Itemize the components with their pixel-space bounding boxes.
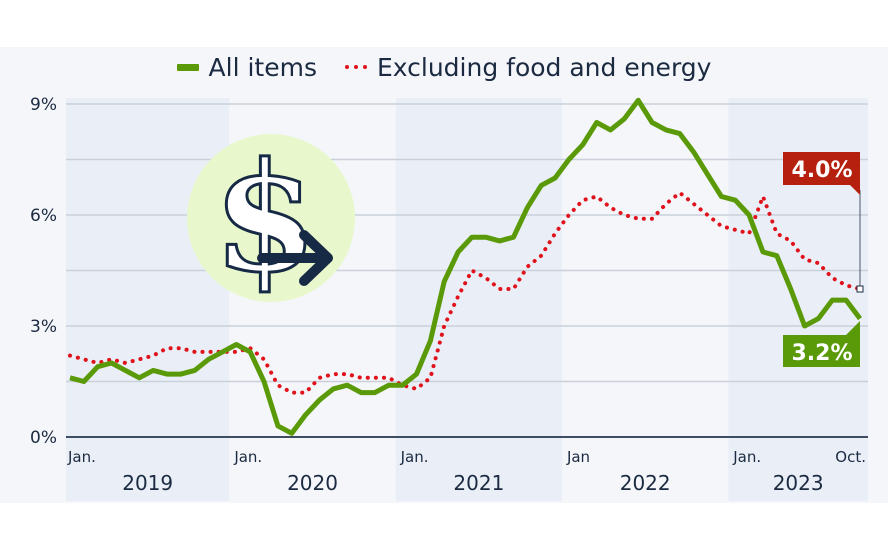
year-label: 2021 — [453, 471, 504, 495]
x-tick-label: Jan. — [67, 448, 96, 466]
legend: All items Excluding food and energy — [0, 50, 888, 84]
legend-item-all-items: All items — [176, 52, 317, 82]
legend-label-excluding: Excluding food and energy — [376, 52, 712, 82]
arrow-right-icon — [257, 230, 333, 286]
year-label: 2020 — [287, 471, 338, 495]
y-tick-label: 6% — [30, 206, 57, 226]
legend-label-all-items: All items — [208, 52, 317, 82]
legend-swatch-solid — [176, 63, 199, 71]
year-band — [395, 98, 563, 501]
x-tick-label: Jan. — [400, 448, 429, 466]
year-label: 2022 — [620, 471, 671, 495]
x-tick-label: Jan. — [233, 448, 262, 466]
y-tick-label: 9% — [30, 95, 57, 115]
legend-item-excluding: Excluding food and energy — [344, 52, 712, 82]
callout-label-all-items: 3.2% — [791, 341, 852, 366]
callout-label-excluding: 4.0% — [791, 158, 852, 183]
callout-marker — [856, 285, 864, 293]
x-tick-label: Jan. — [732, 448, 761, 466]
x-tick-label: Oct. — [835, 448, 866, 466]
y-tick-label: 3% — [30, 317, 57, 337]
dollar-arrow-icon: $ — [187, 129, 355, 308]
year-band — [562, 98, 729, 501]
year-band — [66, 98, 230, 501]
callout-box-excluding — [783, 152, 860, 195]
legend-swatch-dotted — [344, 65, 367, 69]
year-label: 2019 — [122, 471, 173, 495]
callout-box-all-items — [783, 321, 860, 367]
series-line-all-items — [69, 97, 862, 436]
x-tick-label: Jan — [566, 448, 590, 466]
dollar-sign-icon: $ — [213, 130, 317, 306]
year-label: 2023 — [773, 471, 824, 495]
series-line-excluding-food-energy — [68, 190, 862, 395]
y-tick-label: 0% — [30, 428, 57, 448]
